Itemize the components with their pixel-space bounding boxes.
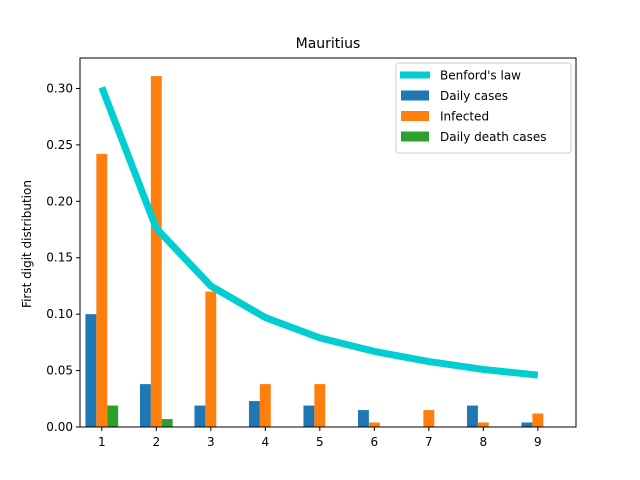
y-tick-label-0: 0.00 <box>46 420 73 434</box>
bar-daily-death-cases-1 <box>107 405 119 427</box>
x-tick-label-8: 8 <box>480 435 488 449</box>
x-tick-label-2: 2 <box>152 435 160 449</box>
x-tick-label-3: 3 <box>207 435 215 449</box>
bar-daily-cases-8 <box>466 405 478 427</box>
y-axis-title: First digit distribution <box>20 180 34 308</box>
x-tick-label-6: 6 <box>371 435 379 449</box>
x-tick-label-1: 1 <box>98 435 106 449</box>
x-tick-label-4: 4 <box>261 435 269 449</box>
bar-infected-3 <box>205 291 217 427</box>
bar-daily-cases-2 <box>139 384 151 427</box>
axes-frame <box>79 57 577 428</box>
legend-label-infected: Infected <box>440 110 489 124</box>
bar-infected-8 <box>477 422 489 427</box>
y-tick-label-2: 0.10 <box>46 307 73 321</box>
bar-daily-death-cases-2 <box>161 419 173 427</box>
y-tick-label-6: 0.30 <box>46 81 73 95</box>
legend-swatch-daily-death-cases <box>401 131 429 142</box>
chart-title: Mauritius <box>296 36 361 52</box>
bar-daily-cases-9 <box>521 422 533 427</box>
y-tick-label-4: 0.20 <box>46 194 73 208</box>
bar-infected-4 <box>259 384 271 427</box>
x-tick-label-9: 9 <box>534 435 542 449</box>
bar-daily-cases-6 <box>357 410 369 427</box>
legend: Benford's law Daily cases Infected Daily de… <box>395 62 572 154</box>
bar-infected-5 <box>314 384 326 427</box>
bar-daily-cases-1 <box>85 314 97 427</box>
legend-label-daily-cases: Daily cases <box>440 89 508 103</box>
legend-swatch-daily-cases <box>401 90 429 101</box>
bar-daily-cases-4 <box>248 401 260 427</box>
bar-infected-9 <box>532 413 544 427</box>
plot-area: 1 2 3 4 5 6 7 8 9 0.00 0.05 0.10 0.15 0.20 0.25 0.30 <box>46 57 577 449</box>
bar-daily-cases-5 <box>303 405 315 427</box>
x-tick-label-7: 7 <box>425 435 433 449</box>
legend-label-benford-s-law: Benford's law <box>440 69 521 83</box>
legend-label-daily-death-cases: Daily death cases <box>440 130 547 144</box>
y-tick-label-3: 0.15 <box>46 251 73 265</box>
legend-swatch-infected <box>401 111 429 121</box>
bar-infected-1 <box>96 153 108 428</box>
bar-daily-cases-3 <box>194 405 206 427</box>
bar-infected-7 <box>423 410 435 427</box>
x-tick-label-5: 5 <box>316 435 324 449</box>
bar-infected-6 <box>368 422 380 427</box>
line-benfords-law <box>98 86 539 379</box>
y-tick-label-1: 0.05 <box>46 364 73 378</box>
legend-box <box>395 62 572 154</box>
bar-infected-2 <box>150 76 162 427</box>
y-tick-label-5: 0.25 <box>46 138 73 152</box>
